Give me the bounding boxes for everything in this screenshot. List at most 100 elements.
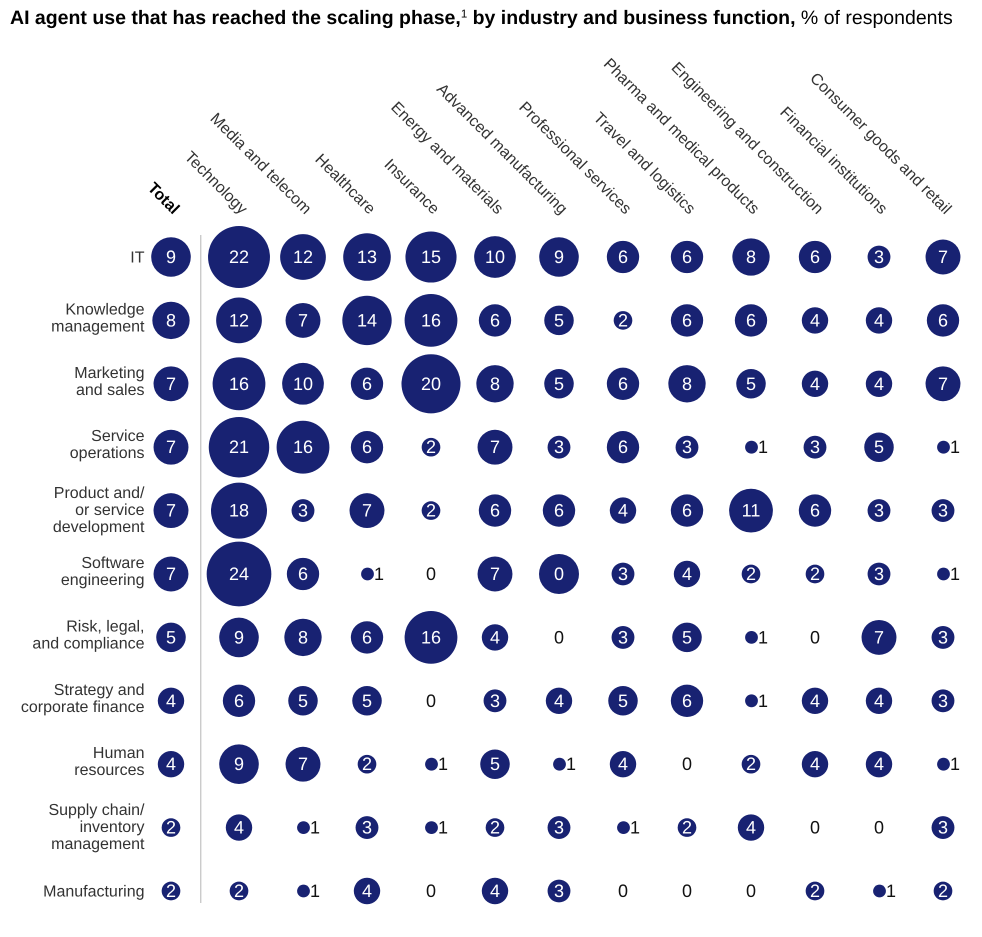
svg-text:4: 4 (874, 754, 884, 774)
svg-text:1: 1 (566, 754, 576, 774)
svg-text:1: 1 (630, 818, 640, 838)
svg-text:2: 2 (618, 310, 628, 330)
svg-text:3: 3 (874, 501, 884, 521)
svg-text:4: 4 (874, 374, 884, 394)
svg-text:AI agent use that has reached: AI agent use that has reached the scalin… (10, 7, 953, 29)
svg-text:4: 4 (618, 501, 628, 521)
svg-text:1: 1 (950, 437, 960, 457)
svg-text:6: 6 (362, 627, 372, 647)
svg-text:4: 4 (810, 310, 820, 330)
svg-text:5: 5 (362, 691, 372, 711)
svg-text:4: 4 (746, 818, 756, 838)
svg-text:16: 16 (229, 374, 249, 394)
svg-text:development: development (53, 519, 145, 536)
svg-text:5: 5 (618, 691, 628, 711)
svg-text:2: 2 (234, 881, 244, 901)
svg-text:7: 7 (490, 564, 500, 584)
svg-text:6: 6 (746, 310, 756, 330)
svg-text:18: 18 (229, 501, 249, 521)
svg-text:0: 0 (618, 881, 628, 901)
svg-text:6: 6 (298, 564, 308, 584)
svg-text:6: 6 (362, 374, 372, 394)
svg-text:16: 16 (293, 437, 313, 457)
svg-text:IT: IT (130, 250, 144, 267)
svg-text:11: 11 (742, 501, 761, 521)
svg-text:1: 1 (950, 564, 960, 584)
svg-text:8: 8 (490, 374, 500, 394)
svg-text:10: 10 (293, 374, 313, 394)
svg-text:3: 3 (682, 437, 692, 457)
svg-text:Marketing: Marketing (74, 365, 144, 382)
svg-text:20: 20 (421, 374, 441, 394)
svg-text:9: 9 (234, 754, 244, 774)
svg-text:5: 5 (554, 310, 564, 330)
svg-text:0: 0 (810, 818, 820, 838)
svg-text:2: 2 (362, 754, 372, 774)
svg-text:6: 6 (362, 437, 372, 457)
svg-text:3: 3 (874, 247, 884, 267)
svg-text:1: 1 (310, 818, 320, 838)
svg-text:16: 16 (421, 627, 441, 647)
svg-text:and compliance: and compliance (32, 635, 144, 652)
svg-text:2: 2 (426, 501, 436, 521)
svg-text:3: 3 (938, 818, 948, 838)
svg-text:4: 4 (490, 881, 500, 901)
svg-text:2: 2 (426, 437, 436, 457)
svg-text:Human: Human (93, 745, 145, 762)
svg-text:1: 1 (758, 437, 768, 457)
svg-text:4: 4 (362, 881, 372, 901)
svg-text:engineering: engineering (61, 572, 145, 589)
svg-text:6: 6 (682, 501, 692, 521)
svg-text:3: 3 (554, 818, 564, 838)
svg-text:21: 21 (229, 437, 249, 457)
svg-text:4: 4 (234, 818, 244, 838)
svg-text:1: 1 (950, 754, 960, 774)
svg-text:8: 8 (166, 310, 176, 330)
svg-text:5: 5 (490, 754, 500, 774)
svg-text:15: 15 (421, 247, 441, 267)
svg-text:5: 5 (166, 627, 176, 647)
svg-text:8: 8 (746, 247, 756, 267)
svg-text:6: 6 (618, 437, 628, 457)
svg-text:7: 7 (166, 374, 176, 394)
svg-text:22: 22 (229, 247, 249, 267)
svg-text:0: 0 (810, 627, 820, 647)
svg-text:6: 6 (234, 691, 244, 711)
svg-text:2: 2 (810, 881, 820, 901)
svg-text:2: 2 (682, 818, 692, 838)
svg-text:4: 4 (682, 564, 692, 584)
svg-text:2: 2 (810, 564, 820, 584)
svg-text:1: 1 (374, 564, 384, 584)
svg-text:5: 5 (554, 374, 564, 394)
svg-text:7: 7 (362, 501, 372, 521)
svg-text:7: 7 (874, 627, 884, 647)
svg-text:6: 6 (490, 501, 500, 521)
svg-text:2: 2 (166, 818, 176, 838)
svg-text:6: 6 (618, 374, 628, 394)
svg-text:4: 4 (166, 754, 176, 774)
svg-text:13: 13 (357, 247, 377, 267)
svg-text:2: 2 (746, 754, 756, 774)
svg-text:5: 5 (298, 691, 308, 711)
svg-text:6: 6 (682, 310, 692, 330)
svg-text:4: 4 (810, 691, 820, 711)
svg-text:8: 8 (298, 627, 308, 647)
svg-text:operations: operations (70, 445, 145, 462)
svg-text:management: management (51, 318, 145, 335)
svg-text:7: 7 (166, 437, 176, 457)
svg-text:0: 0 (682, 881, 692, 901)
svg-text:0: 0 (746, 881, 756, 901)
svg-text:12: 12 (293, 247, 313, 267)
svg-text:4: 4 (874, 691, 884, 711)
svg-text:6: 6 (490, 310, 500, 330)
svg-text:3: 3 (362, 818, 372, 838)
svg-text:or service: or service (75, 502, 144, 519)
svg-text:9: 9 (554, 247, 564, 267)
svg-text:5: 5 (874, 437, 884, 457)
svg-text:3: 3 (554, 881, 564, 901)
svg-text:6: 6 (682, 691, 692, 711)
svg-text:4: 4 (166, 691, 176, 711)
svg-text:corporate finance: corporate finance (21, 699, 145, 716)
svg-text:2: 2 (746, 564, 756, 584)
svg-text:7: 7 (490, 437, 500, 457)
